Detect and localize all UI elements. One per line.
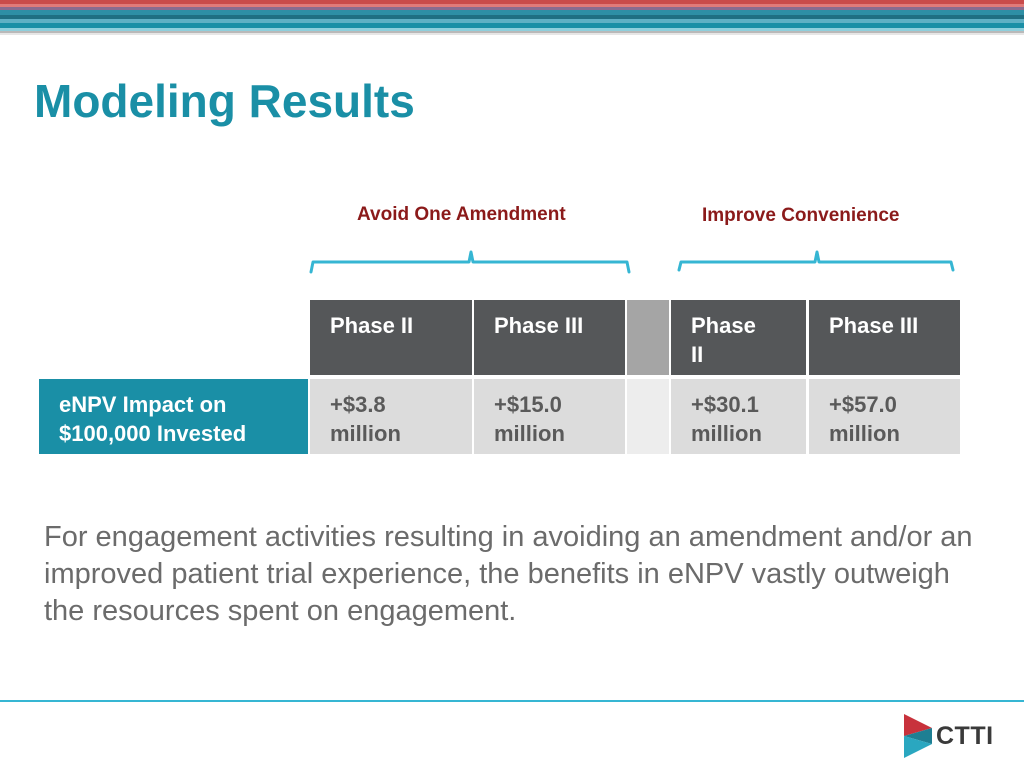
ctti-logo-text: CTTI [936, 722, 994, 750]
header-phase-2-avoid: Phase II [310, 300, 472, 375]
value-phase-3-avoid: +$15.0 million [474, 379, 625, 454]
header-phase-3-avoid: Phase III [474, 300, 625, 375]
header-stripes [0, 0, 1024, 40]
ctti-logo-mark-icon [904, 714, 932, 758]
bracket-improve-convenience [677, 250, 955, 272]
footer-divider [0, 700, 1024, 702]
slide-title: Modeling Results [34, 75, 415, 127]
header-phase-2-improve: Phase II [671, 300, 806, 375]
value-phase-2-improve: +$30.1 million [671, 379, 806, 454]
group-label-improve-convenience: Improve Convenience [702, 205, 900, 226]
row-label-enpv-impact: eNPV Impact on $100,000 Invested [39, 379, 308, 454]
value-separator [627, 379, 669, 454]
value-phase-3-improve: +$57.0 million [809, 379, 960, 454]
ctti-logo: CTTI [902, 712, 1002, 760]
bracket-avoid-amendment [309, 250, 631, 274]
value-phase-2-avoid: +$3.8 million [310, 379, 472, 454]
group-label-avoid-amendment: Avoid One Amendment [357, 204, 566, 225]
body-paragraph: For engagement activities resulting in a… [44, 521, 973, 627]
header-phase-3-improve: Phase III [809, 300, 960, 375]
header-separator [627, 300, 669, 375]
